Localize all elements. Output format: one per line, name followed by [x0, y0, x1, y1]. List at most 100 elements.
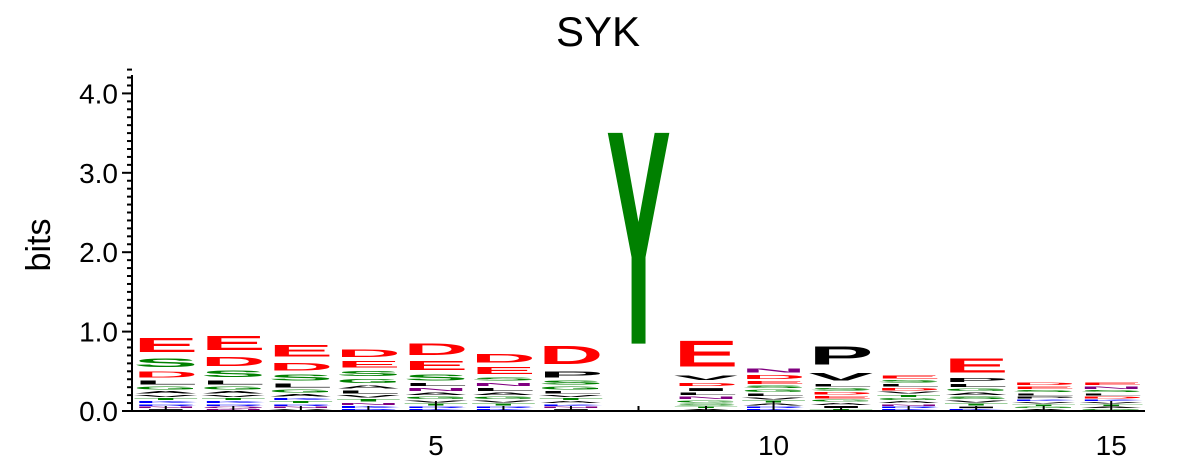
logo-letter-V-pos-12: V [876, 391, 941, 394]
logo-letter-T-pos-3: T [268, 401, 333, 404]
logo-letter-P-pos-14: P [1011, 396, 1076, 399]
logo-letter-S-pos-15: S [1079, 390, 1144, 393]
logo-letter-N-pos-12: N [876, 404, 941, 406]
logo-letter-I-pos-9: I [674, 387, 739, 392]
logo-letter-E-pos-9: E [674, 333, 739, 375]
logo-letter-L-pos-6: L [471, 387, 536, 392]
logo-letter-R-pos-2: R [201, 404, 266, 406]
logo-letter-D-pos-12: D [876, 387, 941, 391]
logo-letter-E-pos-2: E [201, 331, 266, 354]
logo-letter-Y-pos-8: Y [606, 67, 671, 409]
logo-letter-S-pos-13: S [944, 396, 1009, 400]
logo-letter-N-pos-10: N [741, 367, 806, 373]
logo-letter-S-pos-9: S [674, 403, 739, 406]
logo-letter-L-pos-5: L [403, 382, 468, 387]
logo-letter-A-pos-6: A [471, 392, 536, 396]
logo-letter-E-pos-15: E [1079, 382, 1144, 386]
logo-letter-D-pos-5: D [403, 340, 468, 358]
logo-letter-S-pos-14: S [1011, 390, 1076, 393]
x-tick-label: 10 [758, 430, 789, 461]
logo-letter-T-pos-12: T [876, 394, 941, 397]
y-tick-label: 0.0 [79, 396, 118, 427]
logo-letter-S-pos-4: S [336, 370, 401, 378]
logo-letter-S-pos-12: S [876, 379, 941, 383]
logo-letter-N-pos-6: N [471, 382, 536, 388]
logo-letter-V-pos-14: V [1011, 401, 1076, 403]
logo-letter-G-pos-9: G [674, 400, 739, 403]
logo-letter-E-pos-6: E [471, 365, 536, 376]
logo-letter-T-pos-4: T [336, 398, 401, 402]
logo-letter-D-pos-11: D [809, 391, 874, 395]
logo-letter-A-pos-5: A [403, 392, 468, 396]
logo-letter-K-pos-2: K [201, 401, 266, 404]
logo-letter-K-pos-7: K [539, 404, 604, 406]
logo-letter-E-pos-13: E [944, 354, 1009, 377]
logo-letter-D-pos-3: D [268, 360, 333, 373]
logo-letter-D-pos-1: D [133, 370, 198, 380]
logo-letter-T-pos-7: T [539, 397, 604, 400]
logo-letter-V-pos-9: V [674, 374, 739, 381]
logo-letter-P-pos-13: P [944, 377, 1009, 383]
logo-letter-G-pos-12: G [876, 398, 941, 401]
logo-letter-L-pos-3: L [268, 382, 333, 388]
logo-letter-T-pos-1: T [133, 397, 198, 400]
logo-letter-R-pos-3: R [268, 404, 333, 406]
logo-letter-L-pos-10: L [741, 393, 806, 397]
logo-letter-V-pos-13: V [944, 400, 1009, 403]
logo-letter-L-pos-7: L [539, 390, 604, 394]
logo-letter-L-pos-15: L [1079, 393, 1144, 396]
logo-letter-K-pos-1: K [133, 401, 198, 404]
logo-letter-V-pos-1: V [133, 394, 198, 397]
logo-letter-D-pos-4: D [336, 347, 401, 359]
logo-letter-S-pos-1: S [133, 356, 198, 370]
logo-letter-T-pos-2: T [201, 397, 266, 400]
logo-letter-G-pos-10: G [741, 389, 806, 393]
chart-title: SYK [556, 8, 640, 55]
logo-letter-S-pos-10: S [741, 385, 806, 389]
logo-letter-G-pos-13: G [944, 388, 1009, 392]
logo-letter-A-pos-11: A [809, 402, 874, 405]
logo-letter-E-pos-14: E [1011, 386, 1076, 390]
logo-letter-G-pos-1: G [133, 386, 198, 391]
logo-letter-L-pos-11: L [809, 383, 874, 387]
y-axis-label: bits [20, 219, 58, 272]
logo-letter-N-pos-9: N [674, 396, 739, 400]
logo-letter-T-pos-13: T [944, 403, 1009, 406]
logo-letter-V-pos-4: V [336, 394, 401, 398]
logo-letter-A-pos-12: A [876, 401, 941, 404]
logo-letter-D-pos-10: D [741, 374, 806, 380]
y-tick-label: 3.0 [79, 158, 118, 189]
logo-letter-N-pos-5: N [403, 387, 468, 392]
logo-letter-S-pos-5: S [403, 373, 468, 382]
logo-letter-D-pos-6: D [471, 351, 536, 365]
logo-letter-G-pos-3: G [268, 389, 333, 394]
logo-letter-A-pos-4: A [336, 384, 401, 390]
logo-letter-V-pos-11: V [809, 371, 874, 384]
logo-letter-G-pos-2: G [201, 386, 266, 391]
logo-letter-P-pos-11: P [809, 342, 874, 371]
logo-letter-A-pos-13: A [944, 392, 1009, 396]
logo-letter-L-pos-2: L [201, 379, 266, 385]
logo-letter-P-pos-7: P [539, 370, 604, 379]
logo-letter-N-pos-15: N [1079, 386, 1144, 390]
logo-letter-G-pos-4: G [336, 378, 401, 384]
logo-letter-D-pos-7: D [539, 341, 604, 370]
logo-letter-L-pos-14: L [1011, 393, 1076, 396]
logo-letter-S-pos-11: S [809, 387, 874, 391]
logo-letter-A-pos-1: A [133, 390, 198, 394]
logo-letter-L-pos-12: L [876, 383, 941, 387]
logo-letter-T-pos-14: T [1011, 404, 1076, 406]
y-tick-label: 4.0 [79, 78, 118, 109]
y-tick-label: 2.0 [79, 237, 118, 268]
logo-letter-R-pos-1: R [133, 404, 198, 406]
logo-letter-S-pos-2: S [201, 369, 266, 379]
y-tick-label: 1.0 [79, 317, 118, 348]
logo-letter-V-pos-6: V [471, 400, 536, 403]
logo-letter-A-pos-2: A [201, 390, 266, 394]
logo-letter-E-pos-10: E [741, 380, 806, 385]
letter-stacks: INRKTVAGLDSENQRKTVAGLSDEVNRTKAGLSDERKNTV… [133, 67, 1144, 411]
logo-letter-S-pos-7: S [539, 379, 604, 385]
logo-letter-S-pos-3: S [268, 373, 333, 382]
x-tick-label: 5 [428, 430, 444, 461]
